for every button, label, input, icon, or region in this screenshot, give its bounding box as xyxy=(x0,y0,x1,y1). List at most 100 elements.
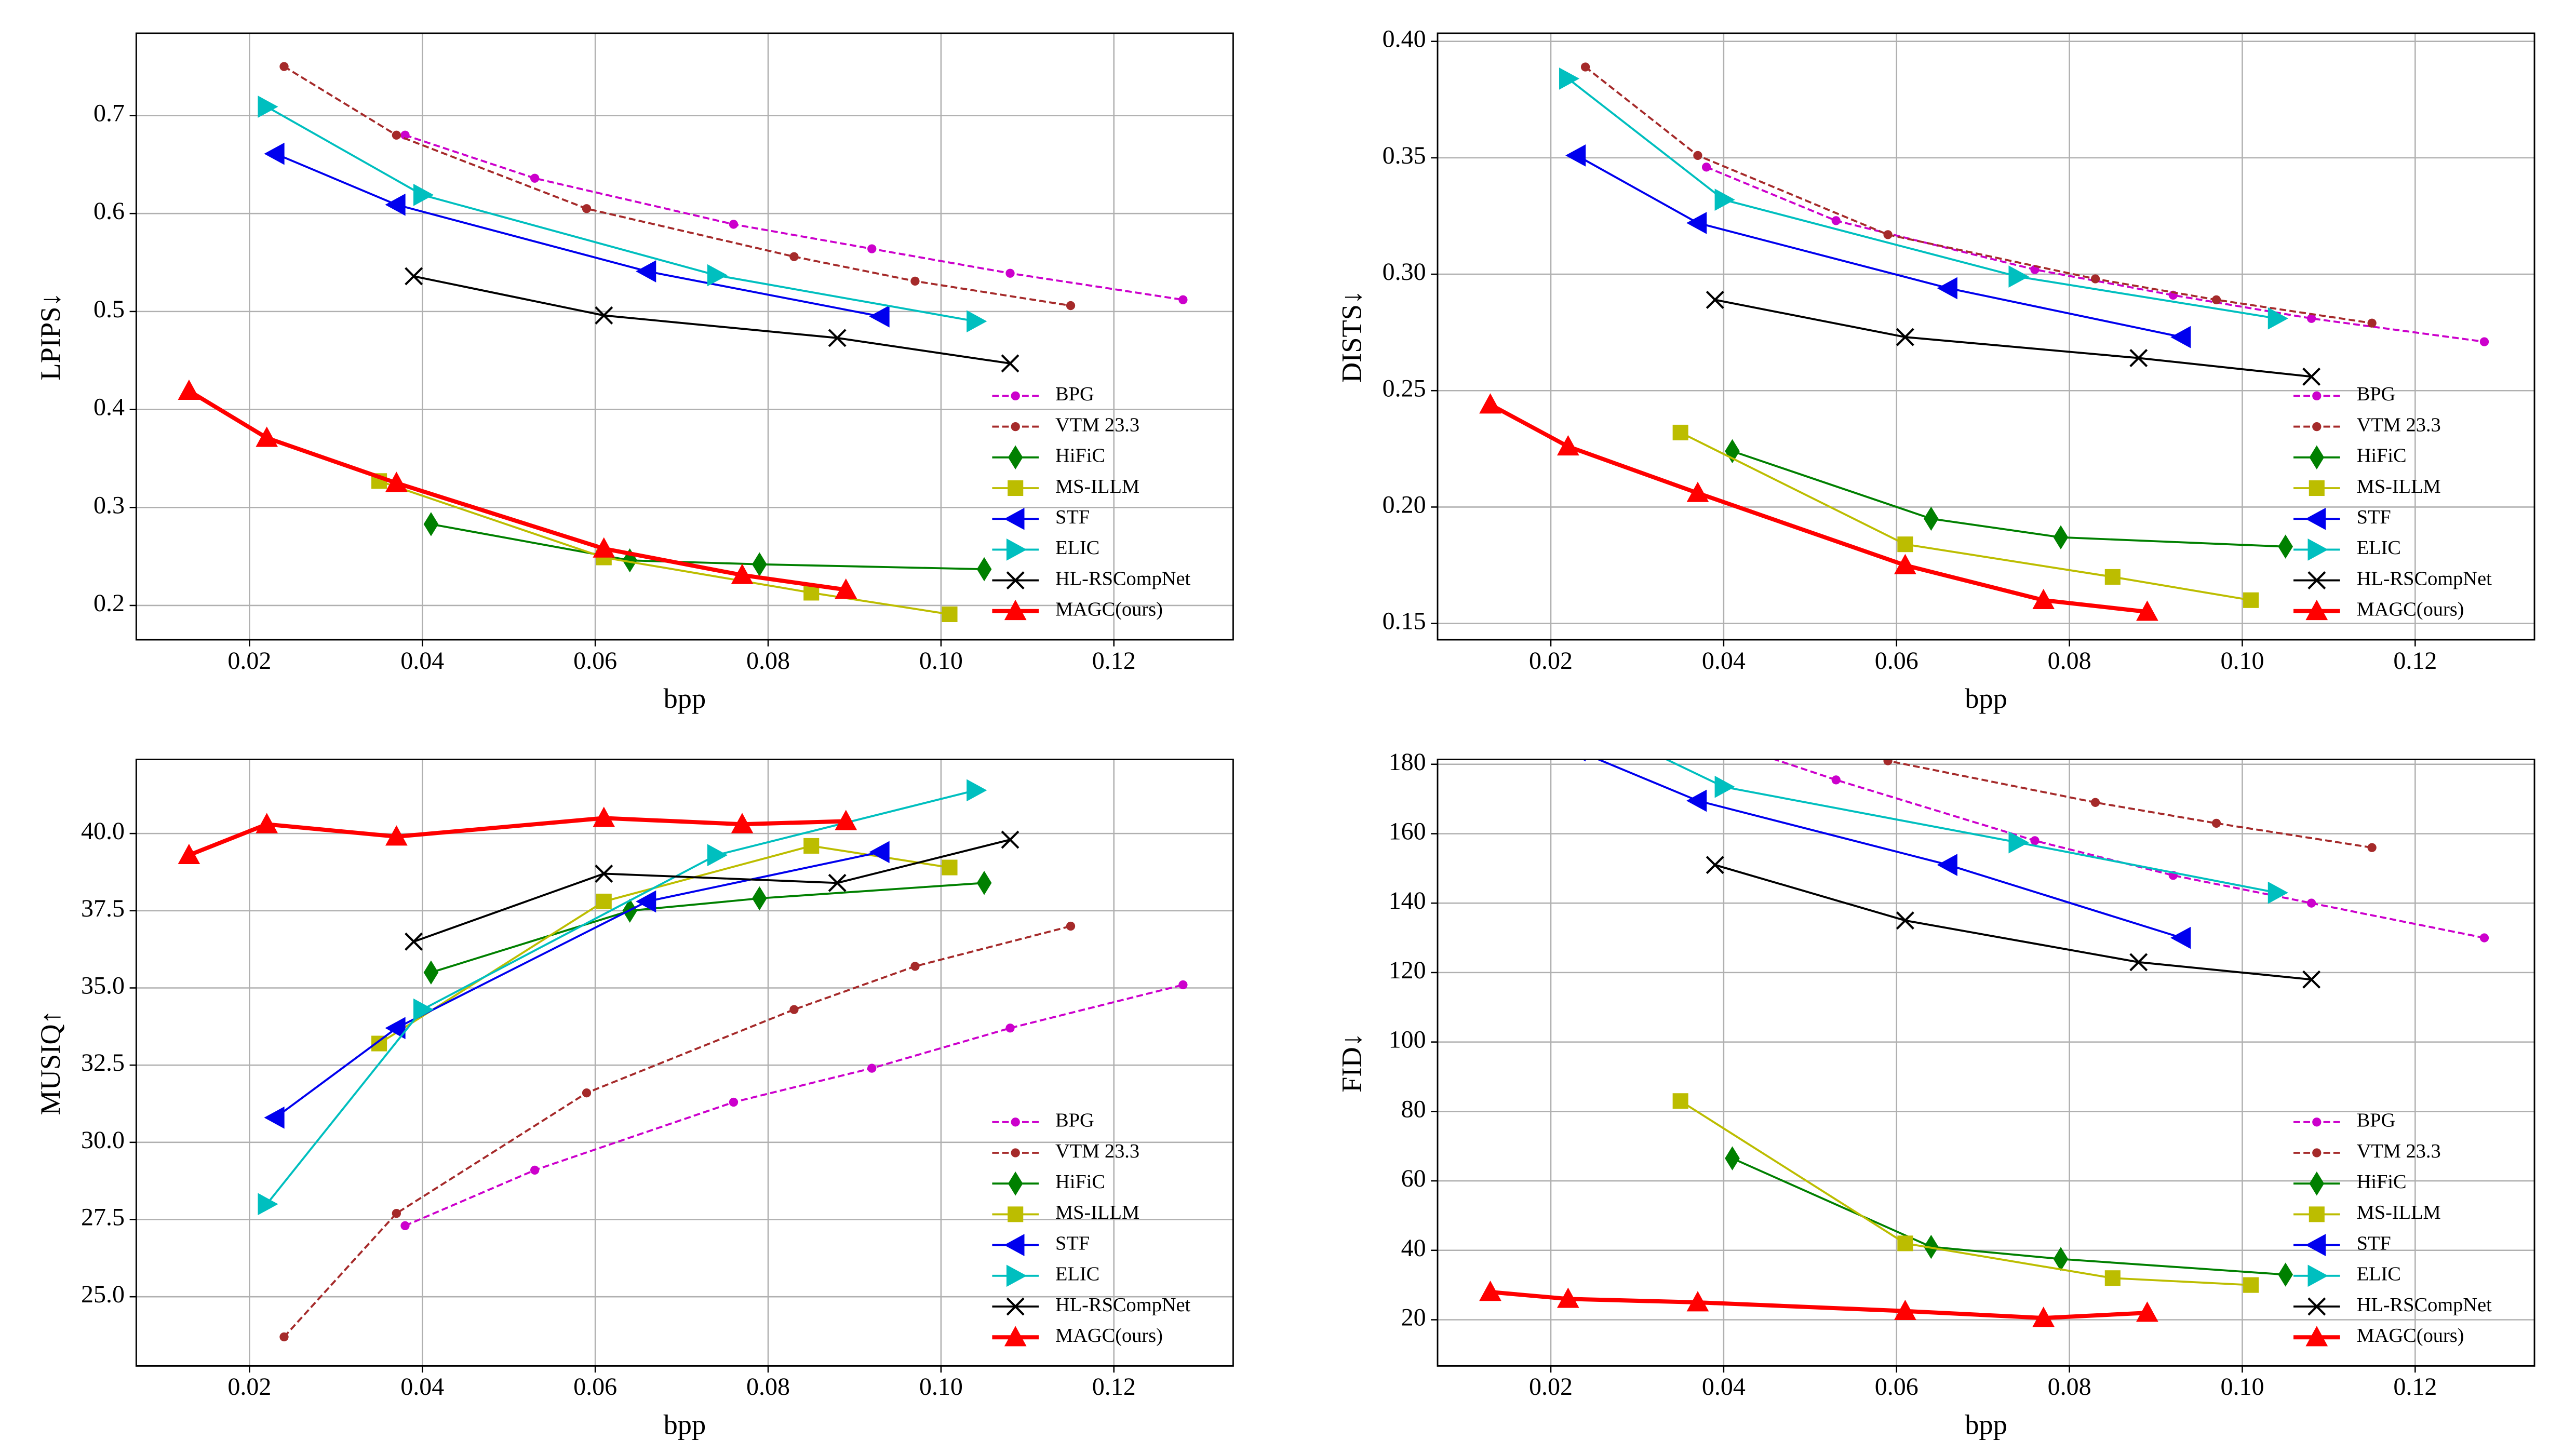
series-line xyxy=(1595,759,2182,939)
x-axis-label: bpp xyxy=(1965,1409,2007,1440)
y-tick-label: 0.25 xyxy=(1383,374,1426,402)
data-point xyxy=(2053,525,2069,549)
legend-marker xyxy=(2307,1264,2328,1287)
y-tick-label: 120 xyxy=(1389,957,1426,984)
data-point xyxy=(593,806,615,827)
x-tick-label: 0.12 xyxy=(2393,1373,2437,1401)
series-line xyxy=(283,925,1071,1338)
legend-label: HL-RSCompNet xyxy=(2357,568,2492,589)
data-point xyxy=(2268,307,2288,330)
data-point xyxy=(910,962,920,971)
data-point xyxy=(1672,424,1688,440)
data-point xyxy=(1560,702,1578,722)
data-point xyxy=(976,557,992,582)
data-point xyxy=(1897,1235,1913,1251)
data-point xyxy=(1686,1291,1709,1312)
data-point xyxy=(2030,836,2040,845)
plot-area xyxy=(1479,62,2489,621)
legend-label: HL-RSCompNet xyxy=(1055,568,1191,589)
legend-label: MS-ILLM xyxy=(1055,1202,1139,1223)
legend-label: MAGC(ours) xyxy=(2357,599,2464,621)
data-point xyxy=(1894,1299,1916,1321)
data-point xyxy=(803,838,820,854)
data-point xyxy=(1001,354,1019,373)
legend-label: MS-ILLM xyxy=(2357,476,2441,497)
legend-marker xyxy=(1008,445,1023,470)
data-point xyxy=(1831,216,1841,225)
legend-marker xyxy=(2307,571,2326,590)
data-point xyxy=(803,585,820,601)
legend-marker xyxy=(2309,1171,2325,1196)
data-point xyxy=(1672,1093,1688,1109)
data-point xyxy=(595,306,613,325)
x-tick-label: 0.08 xyxy=(2048,647,2091,675)
data-point xyxy=(1694,674,1702,681)
chart: 0.02 0.04 0.06 0.08 0.10 0.12 0.2 0.3 0.4 0.5 0.6 0… xyxy=(35,32,1234,714)
x-tick-label: 0.06 xyxy=(573,647,617,675)
data-point xyxy=(385,825,408,846)
data-point xyxy=(942,859,958,876)
legend-label: ELIC xyxy=(1055,537,1099,559)
data-point xyxy=(2008,265,2029,288)
series-line xyxy=(1732,450,2286,548)
data-point xyxy=(910,276,920,286)
data-point xyxy=(1831,775,1841,785)
x-tick-label: 0.12 xyxy=(2393,647,2437,675)
data-point xyxy=(2278,1262,2293,1287)
data-point xyxy=(1714,189,1735,211)
data-point xyxy=(2136,600,2158,621)
data-point xyxy=(405,267,423,286)
legend: BPG VTM 23.3 HiFiC MS-ILLM STF ELIC HL-RSCompN… xyxy=(992,1110,1191,1347)
x-tick-label: 0.12 xyxy=(1092,647,1136,675)
data-point xyxy=(976,871,992,895)
data-point xyxy=(1066,921,1076,931)
data-point xyxy=(385,472,408,492)
legend-label: MAGC(ours) xyxy=(1055,1325,1163,1347)
data-point xyxy=(279,1332,289,1342)
data-point xyxy=(1686,212,1707,234)
legend-label: BPG xyxy=(1055,383,1094,405)
legend: BPG VTM 23.3 HiFiC MS-ILLM STF ELIC HL-RSCompN… xyxy=(992,383,1191,621)
x-tick-label: 0.02 xyxy=(227,647,271,675)
data-point xyxy=(400,1221,410,1231)
y-axis-label: LPIPS↓ xyxy=(35,292,66,380)
legend-marker xyxy=(1004,599,1027,621)
legend-marker xyxy=(2305,599,2328,621)
legend-marker xyxy=(2312,1118,2322,1127)
data-point xyxy=(789,1005,799,1014)
series-line xyxy=(275,153,881,318)
data-point xyxy=(1725,1146,1740,1170)
legend-marker xyxy=(2309,480,2325,496)
data-point xyxy=(789,252,799,261)
plot-area xyxy=(178,779,1188,1342)
series-line xyxy=(1576,154,2182,338)
y-tick-label: 160 xyxy=(1389,817,1426,845)
data-point xyxy=(1686,789,1707,812)
legend-label: HiFiC xyxy=(2357,1171,2407,1193)
x-tick-label: 0.10 xyxy=(2220,1373,2264,1401)
y-axis-label: FID↓ xyxy=(1336,1033,1367,1093)
data-point xyxy=(867,244,877,253)
series-line xyxy=(413,275,1011,365)
y-axis-label: DISTS↓ xyxy=(1336,290,1367,383)
data-point xyxy=(2170,326,2191,348)
data-point xyxy=(731,563,754,584)
data-point xyxy=(264,1106,285,1129)
data-point xyxy=(752,886,767,911)
data-point xyxy=(593,537,615,558)
data-point xyxy=(2129,953,2148,972)
x-axis-label: bpp xyxy=(664,683,706,714)
legend-marker xyxy=(2312,422,2322,432)
data-point xyxy=(1706,856,1724,874)
y-tick-label: 40 xyxy=(1401,1234,1426,1262)
data-point xyxy=(1581,759,1586,762)
data-point xyxy=(530,173,540,183)
legend-label: MS-ILLM xyxy=(1055,476,1139,497)
y-tick-label: 0.30 xyxy=(1383,258,1426,286)
data-point xyxy=(1924,506,1939,531)
series-line xyxy=(1680,432,2251,601)
series-line xyxy=(283,65,1071,307)
data-point xyxy=(413,183,434,206)
legend-label: STF xyxy=(2357,1232,2391,1254)
legend-label: VTM 23.3 xyxy=(2357,1140,2441,1162)
